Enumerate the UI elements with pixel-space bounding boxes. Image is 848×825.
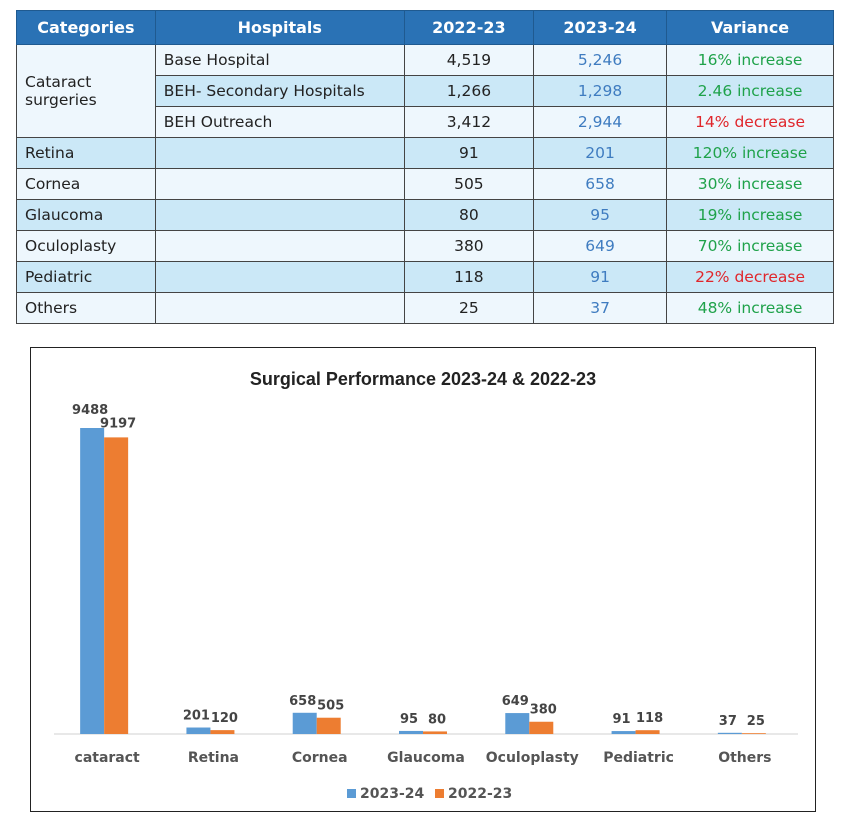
bar-2022-23-Others (741, 733, 766, 734)
variance-cell: 22% decrease (666, 261, 834, 293)
data-label: 9197 (100, 416, 136, 431)
value-2022-23: 25 (403, 292, 535, 324)
bar-2023-24-Pediatric (611, 731, 636, 734)
value-2023-24: 1,298 (533, 75, 668, 107)
header-2023-24: 2023-24 (533, 10, 668, 45)
value-2022-23: 380 (403, 230, 535, 262)
x-tick-label: Retina (188, 750, 239, 766)
value-2023-24: 5,246 (533, 44, 668, 76)
category-cell: Retina (16, 137, 156, 169)
data-label: 649 (502, 694, 529, 709)
table-row: Cataract surgeries Base Hospital 4,519 5,24… (16, 44, 834, 138)
value-2023-24: 201 (533, 137, 668, 169)
bar-2023-24-Glaucoma (399, 730, 423, 734)
chart-title: Surgical Performance 2023-24 & 2022-23 (250, 369, 596, 389)
table-row: Pediatric 118 91 22% decrease (16, 261, 834, 293)
x-tick-label: Oculoplasty (486, 750, 579, 766)
category-cell: Oculoplasty (16, 230, 156, 262)
surgical-performance-chart: Surgical Performance 2023-24 & 2022-23 94… (30, 347, 816, 812)
data-label: 380 (530, 703, 557, 718)
hospital-cell (154, 261, 405, 293)
category-cell: Cornea (16, 168, 156, 200)
bar-2023-24-cataract (80, 428, 105, 734)
hospital-cell (154, 168, 405, 200)
data-label: 658 (289, 694, 316, 709)
bar-2023-24-Others (717, 732, 742, 734)
hospital-cell (154, 199, 405, 231)
table-row: Cornea 505 658 30% increase (16, 168, 834, 200)
bar-2022-23-Retina (210, 730, 235, 734)
legend-swatch (347, 789, 356, 798)
value-2022-23: 91 (403, 137, 535, 169)
value-2022-23: 3,412 (403, 106, 535, 138)
data-label: 91 (613, 712, 631, 727)
header-variance: Variance (666, 10, 834, 45)
value-2023-24: 2,944 (533, 106, 668, 138)
variance-cell: 120% increase (666, 137, 834, 169)
variance-cell: 30% increase (666, 168, 834, 200)
data-label: 9488 (72, 403, 108, 418)
variance-cell: 48% increase (666, 292, 834, 324)
hospital-cell: Base Hospital (154, 44, 405, 76)
bar-2023-24-Oculoplasty (505, 713, 530, 734)
table-row: Others 25 37 48% increase (16, 292, 834, 324)
data-label: 95 (400, 712, 418, 727)
value-2022-23: 118 (403, 261, 535, 293)
header-2022-23: 2022-23 (403, 10, 535, 45)
surgery-table: Categories Hospitals 2022-23 2023-24 Varianc… (16, 10, 834, 324)
bar-2022-23-Pediatric (635, 730, 660, 734)
bar-2022-23-Cornea (316, 717, 341, 734)
bar-2022-23-Glaucoma (423, 731, 447, 734)
value-2022-23: 80 (403, 199, 535, 231)
x-tick-label: Cornea (292, 750, 348, 766)
category-cell: Glaucoma (16, 199, 156, 231)
table-row: Retina 91 201 120% increase (16, 137, 834, 169)
category-cell: Pediatric (16, 261, 156, 293)
table-row: BEH Outreach 3,412 2,944 14% decrease (17, 106, 834, 138)
category-cell: Cataract surgeries (16, 44, 156, 138)
x-tick-label: Pediatric (603, 750, 674, 766)
category-cell: Others (16, 292, 156, 324)
data-label: 25 (747, 714, 765, 729)
x-tick-label: Glaucoma (387, 750, 465, 766)
value-2023-24: 37 (533, 292, 668, 324)
hospital-cell: BEH Outreach (154, 106, 405, 138)
value-2023-24: 95 (533, 199, 668, 231)
data-label: 201 (183, 709, 210, 724)
bar-2023-24-Retina (186, 727, 211, 734)
data-label: 80 (428, 712, 446, 727)
bar-2022-23-Oculoplasty (529, 721, 554, 734)
hospital-cell (154, 137, 405, 169)
variance-cell: 16% increase (666, 44, 834, 76)
legend-label: 2022-23 (448, 786, 512, 802)
value-2022-23: 1,266 (403, 75, 535, 107)
value-2022-23: 505 (403, 168, 535, 200)
data-label: 505 (317, 699, 344, 714)
hospital-cell (154, 292, 405, 324)
data-label: 120 (211, 711, 238, 726)
variance-cell: 2.46 increase (666, 75, 834, 107)
variance-cell: 70% increase (666, 230, 834, 262)
header-categories: Categories (16, 10, 156, 45)
x-tick-label: Others (718, 750, 771, 766)
x-tick-label: cataract (75, 750, 141, 766)
bar-2022-23-cataract (104, 437, 129, 734)
value-2022-23: 4,519 (403, 44, 535, 76)
data-label: 37 (719, 714, 737, 729)
legend-label: 2023-24 (360, 786, 425, 802)
value-2023-24: 91 (533, 261, 668, 293)
variance-cell: 19% increase (666, 199, 834, 231)
table-row: Oculoplasty 380 649 70% increase (16, 230, 834, 262)
hospital-cell: BEH- Secondary Hospitals (154, 75, 405, 107)
variance-cell: 14% decrease (666, 106, 834, 138)
hospital-cell (154, 230, 405, 262)
table-row: Glaucoma 80 95 19% increase (16, 199, 834, 231)
data-label: 118 (636, 711, 663, 726)
bar-2023-24-Cornea (292, 712, 317, 734)
value-2023-24: 649 (533, 230, 668, 262)
value-2023-24: 658 (533, 168, 668, 200)
table-row: BEH- Secondary Hospitals 1,266 1,298 2.46 i… (17, 75, 834, 107)
legend-swatch (435, 789, 444, 798)
header-hospitals: Hospitals (154, 10, 405, 45)
